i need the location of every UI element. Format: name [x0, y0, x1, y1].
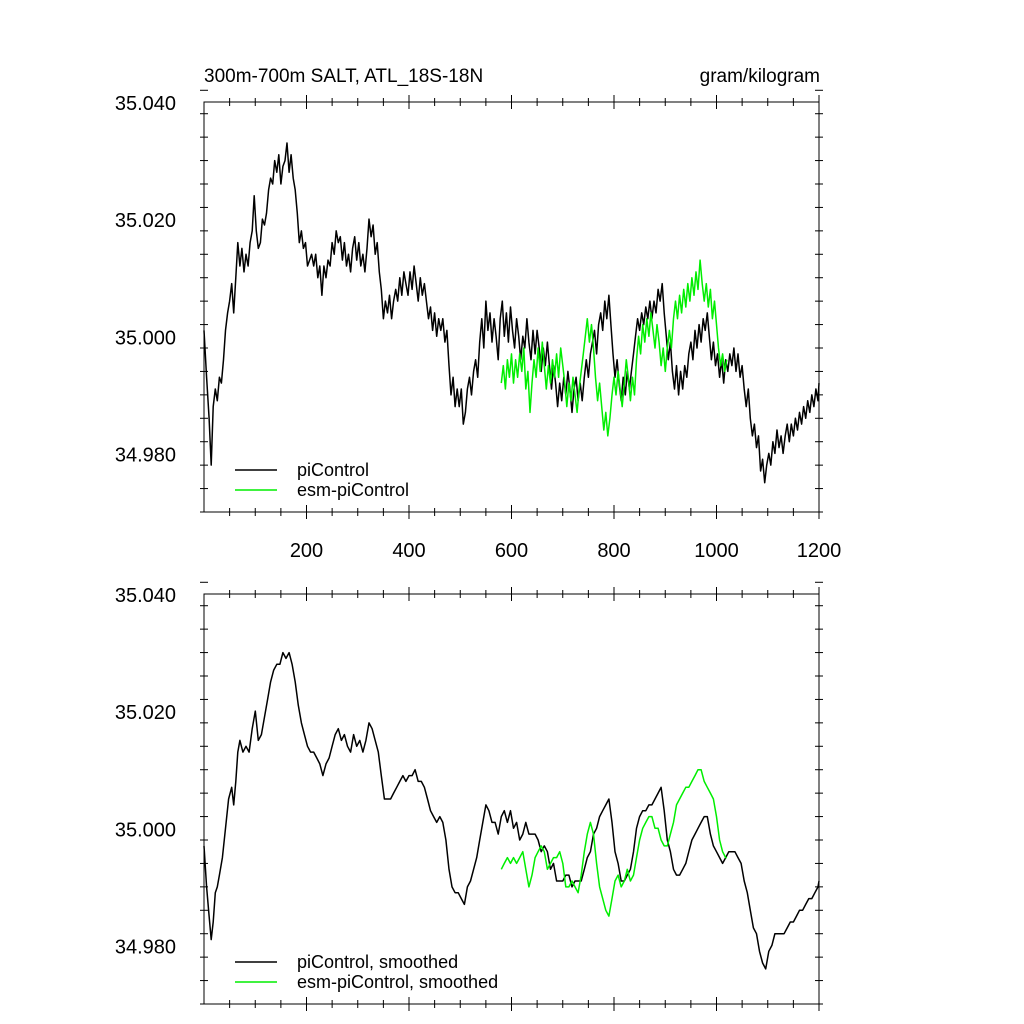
x-tick-label: 600	[495, 540, 528, 562]
bottom-tick-layer	[200, 581, 823, 1011]
top-legend: piControl esm-piControl	[235, 460, 409, 500]
y-tick-label: 34.980	[115, 444, 176, 466]
series-line-esm-picontrol	[500, 259, 728, 437]
bottom-panel: 34.980 35.000 35.020 35.040 piControl, smoo…	[115, 581, 823, 1011]
top-panel: 300m-700m SALT, ATL_18S-18N gram/kilogra…	[115, 66, 841, 562]
legend-label-picontrol: piControl	[297, 460, 369, 480]
x-tick-label: 400	[392, 540, 425, 562]
units-label: gram/kilogram	[700, 66, 820, 87]
y-tick-label: 35.020	[115, 702, 176, 724]
x-tick-label: 1000	[694, 540, 739, 562]
top-tick-layer	[200, 89, 823, 519]
series-line-picontrol-smoothed	[203, 651, 820, 970]
y-tick-label: 35.040	[115, 93, 176, 115]
x-tick-label: 200	[290, 540, 323, 562]
series-line-esm-picontrol-smoothed	[500, 768, 727, 917]
y-tick-label: 35.000	[115, 819, 176, 841]
y-tick-label: 35.040	[115, 585, 176, 607]
bottom-plot-frame	[203, 593, 820, 1005]
top-y-tick-labels: 34.980 35.000 35.020 35.040	[115, 93, 176, 466]
legend-label-picontrol-smoothed: piControl, smoothed	[297, 952, 458, 972]
bottom-legend: piControl, smoothed esm-piControl, smoot…	[235, 952, 498, 992]
y-tick-label: 35.020	[115, 210, 176, 232]
series-line-picontrol	[203, 142, 820, 484]
top-x-tick-labels: 200 400 600 800 1000 1200	[290, 540, 841, 562]
x-tick-label: 800	[597, 540, 630, 562]
top-series-layer	[203, 142, 820, 484]
chart-title: 300m-700m SALT, ATL_18S-18N	[204, 66, 483, 87]
y-tick-label: 34.980	[115, 936, 176, 958]
y-tick-label: 35.000	[115, 327, 176, 349]
legend-label-esm-picontrol: esm-piControl	[297, 480, 409, 500]
bottom-series-layer	[203, 651, 820, 970]
x-tick-label: 1200	[797, 540, 842, 562]
bottom-y-tick-labels: 34.980 35.000 35.020 35.040	[115, 585, 176, 958]
legend-label-esm-picontrol-smoothed: esm-piControl, smoothed	[297, 972, 498, 992]
top-plot-frame	[203, 101, 820, 513]
